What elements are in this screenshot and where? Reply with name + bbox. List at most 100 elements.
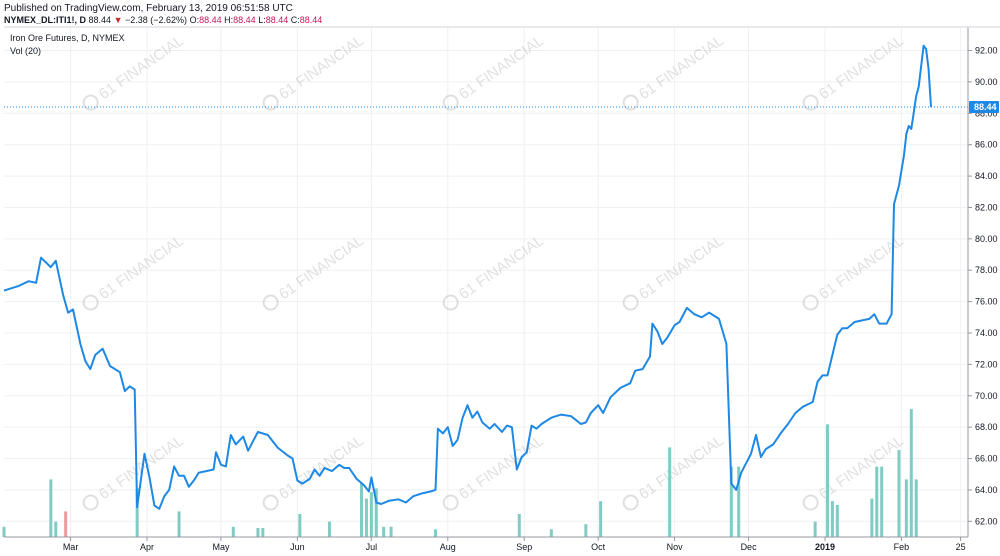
watermark-logo-icon (82, 494, 99, 511)
ticker-line: NYMEX_DL:ITI1!, D 88.44 ▼ −2.38 (−2.62%)… (4, 15, 322, 25)
last-price-badge-label: 88.44 (974, 102, 997, 112)
volume-bar-1 (49, 479, 53, 537)
volume-bar-18 (517, 513, 521, 537)
x-tick-label-6: Sep (516, 542, 532, 552)
y-tick-label-2: 66.00 (975, 454, 998, 464)
y-tick-label-6: 74.00 (975, 328, 998, 338)
watermark-0-3: 61 FINANCIAL (622, 32, 727, 111)
price-axis[interactable]: 62.00 64.00 66.00 68.00 70.00 72.00 74.00 76.00… (968, 46, 998, 527)
x-tick-label-2: May (212, 542, 230, 552)
chart-legend-title: Iron Ore Futures, D, NYMEX (10, 33, 125, 43)
volume-legend: Vol (20) (10, 46, 41, 56)
x-tick-label-9: Dec (741, 542, 758, 552)
watermark-2-0: 61 FINANCIAL (82, 432, 187, 511)
watermark-logo-icon (442, 294, 459, 311)
volume-bars (2, 409, 918, 537)
time-axis[interactable]: Mar Apr May Jun Jul Aug Sep Oct Nov Dec 2019 Feb 25 (63, 537, 966, 552)
y-tick-label-9: 80.00 (975, 234, 998, 244)
y-tick-label-1: 64.00 (975, 485, 998, 495)
close-label: C: (290, 15, 300, 25)
watermark-logo-icon (82, 94, 99, 111)
watermark-logo-icon (262, 494, 279, 511)
y-tick-label-15: 92.00 (975, 46, 998, 56)
watermark-logo-icon (802, 94, 819, 111)
volume-bar-31 (880, 466, 884, 537)
volume-bar-6 (231, 526, 235, 537)
x-tick-label-11: Feb (894, 542, 910, 552)
y-tick-label-4: 70.00 (975, 391, 998, 401)
volume-bar-14 (374, 488, 378, 537)
watermark-2-2: 61 FINANCIAL (442, 432, 547, 511)
watermark-logo-icon (622, 294, 639, 311)
low-label: L: (258, 15, 266, 25)
volume-bar-21 (599, 501, 603, 537)
watermark-text: 61 FINANCIAL (816, 32, 907, 103)
y-tick-label-12: 86.00 (975, 140, 998, 150)
price-line[interactable] (3, 44, 932, 510)
y-tick-label-10: 82.00 (975, 202, 998, 212)
volume-bar-28 (835, 505, 839, 537)
last-price: 88.44 (88, 15, 112, 25)
volume-bar-10 (327, 521, 331, 537)
volume-bar-30 (875, 466, 879, 537)
watermark-0-4: 61 FINANCIAL (802, 32, 907, 111)
watermark-text: 61 FINANCIAL (636, 232, 727, 303)
volume-bar-20 (584, 524, 588, 537)
volume-bar-19 (549, 529, 553, 537)
watermark-logo-icon (82, 294, 99, 311)
close-value: 88.44 (299, 15, 323, 25)
x-tick-label-8: Nov (667, 542, 684, 552)
watermark-logo-icon (802, 294, 819, 311)
volume-bar-12 (364, 498, 368, 537)
x-tick-label-7: Oct (591, 542, 606, 552)
volume-bar-5 (177, 511, 181, 537)
watermarks: 61 FINANCIAL 61 FINANCIAL 61 FINANCIAL 61 F… (82, 32, 907, 511)
open-label: O: (189, 15, 200, 25)
volume-bar-8 (261, 528, 265, 537)
y-tick-label-14: 90.00 (975, 77, 998, 87)
watermark-logo-icon (262, 94, 279, 111)
chart-grid (4, 27, 968, 537)
volume-bar-2 (54, 521, 58, 537)
x-tick-label-4: Jul (366, 542, 378, 552)
watermark-0-2: 61 FINANCIAL (442, 32, 547, 111)
watermark-text: 61 FINANCIAL (636, 32, 727, 103)
volume-bar-16 (389, 526, 393, 537)
x-tick-label-1: Apr (140, 542, 154, 552)
x-tick-label-3: Jun (290, 542, 305, 552)
y-tick-label-11: 84.00 (975, 171, 998, 181)
volume-bar-22 (668, 447, 672, 537)
volume-bar-33 (904, 479, 908, 537)
watermark-text: 61 FINANCIAL (276, 232, 367, 303)
watermark-2-4: 61 FINANCIAL (802, 432, 907, 511)
watermark-logo-icon (262, 294, 279, 311)
watermark-logo-icon (622, 494, 639, 511)
volume-bar-4 (135, 488, 139, 537)
high-label: H: (224, 15, 234, 25)
volume-bar-9 (298, 513, 302, 537)
volume-bar-24 (737, 466, 741, 537)
down-arrow-icon: ▼ (113, 15, 123, 25)
last-price-badge: 88.44 (969, 101, 999, 114)
watermark-logo-icon (802, 494, 819, 511)
volume-bar-34 (909, 409, 913, 537)
volume-bar-7 (256, 528, 260, 537)
watermark-logo-icon (442, 94, 459, 111)
published-line: Published on TradingView.com, February 1… (4, 3, 293, 14)
y-tick-label-8: 78.00 (975, 265, 998, 275)
volume-bar-26 (825, 424, 829, 537)
volume-bar-35 (914, 479, 918, 537)
volume-bar-27 (830, 501, 834, 537)
volume-bar-17 (433, 529, 437, 537)
volume-bar-25 (813, 521, 817, 537)
watermark-text: 61 FINANCIAL (276, 432, 367, 503)
watermark-text: 61 FINANCIAL (636, 432, 727, 503)
y-tick-label-5: 72.00 (975, 359, 998, 369)
x-tick-label-0: Mar (63, 542, 79, 552)
volume-bar-11 (359, 483, 363, 537)
volume-bar-13 (369, 492, 373, 537)
volume-bar-15 (382, 526, 386, 537)
watermark-0-0: 61 FINANCIAL (82, 32, 187, 111)
x-tick-label-10: 2019 (815, 542, 835, 552)
